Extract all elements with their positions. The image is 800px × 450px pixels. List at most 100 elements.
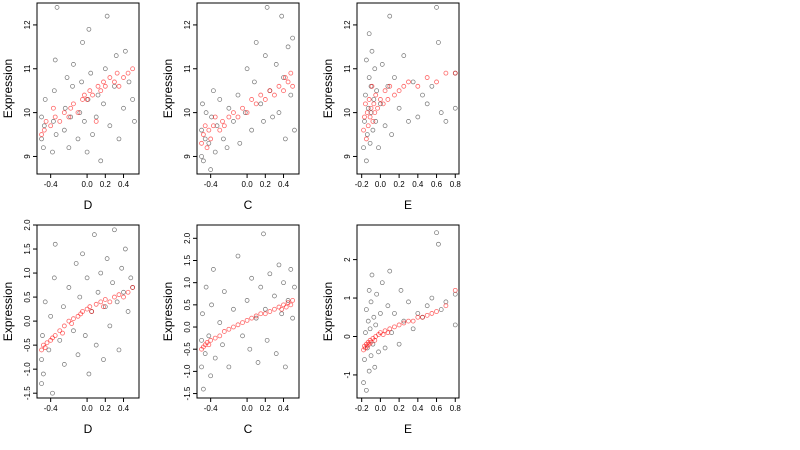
- observed-point: [249, 127, 254, 133]
- fitted-point: [262, 311, 268, 317]
- observed-point: [206, 333, 212, 339]
- observed-point: [114, 299, 120, 305]
- observed-point: [112, 83, 117, 89]
- observed-point: [276, 262, 282, 268]
- y-tick-label: 1: [343, 295, 352, 300]
- x-tick-label: 0.8: [450, 180, 462, 189]
- observed-point: [75, 352, 81, 358]
- x-tick-label: 0.0: [375, 180, 387, 189]
- observed-point: [202, 136, 208, 142]
- observed-point: [220, 342, 225, 348]
- observed-point: [53, 132, 59, 137]
- observed-point: [415, 114, 421, 120]
- observed-point: [415, 311, 421, 316]
- observed-point: [368, 353, 374, 359]
- fitted-point: [288, 70, 294, 76]
- fitted-point: [290, 83, 296, 89]
- observed-point: [209, 302, 214, 308]
- fitted-point: [101, 304, 106, 310]
- observed-point: [398, 288, 404, 293]
- fitted-point: [385, 97, 391, 102]
- fitted-point: [208, 136, 214, 142]
- fitted-point: [272, 92, 277, 98]
- observed-point: [41, 371, 46, 377]
- fitted-point: [290, 298, 296, 303]
- fitted-point: [61, 110, 67, 116]
- fitted-point: [452, 70, 458, 76]
- fitted-point: [204, 145, 210, 151]
- observed-point: [54, 5, 60, 10]
- observed-point: [107, 323, 113, 329]
- observed-point: [392, 311, 397, 316]
- fitted-point: [253, 101, 259, 107]
- observed-point: [50, 390, 55, 396]
- observed-point: [104, 256, 110, 261]
- observed-point: [264, 337, 270, 343]
- fitted-point: [41, 127, 47, 133]
- observed-point: [267, 271, 273, 277]
- observed-point: [102, 304, 108, 310]
- fitted-point: [363, 136, 369, 142]
- observed-point: [374, 291, 380, 297]
- fitted-point: [240, 320, 245, 325]
- observed-point: [42, 299, 48, 305]
- fitted-point: [217, 127, 223, 133]
- x-tick-label: -0.4: [204, 404, 218, 413]
- fitted-point: [130, 285, 136, 290]
- points-layer: [361, 230, 458, 393]
- fitted-point: [69, 321, 75, 326]
- fitted-point: [206, 127, 212, 133]
- fitted-point: [235, 114, 241, 120]
- observed-point: [262, 53, 268, 58]
- fitted-point: [362, 114, 367, 120]
- fitted-point: [253, 313, 259, 319]
- observed-point: [364, 57, 369, 63]
- fitted-point: [200, 132, 206, 137]
- fitted-point: [231, 110, 236, 116]
- observed-point: [376, 349, 381, 355]
- observed-point: [288, 267, 294, 272]
- observed-point: [374, 88, 380, 94]
- observed-point: [206, 140, 212, 146]
- plot-frame: [36, 224, 140, 399]
- x-tick-label: 0.2: [100, 404, 112, 413]
- observed-point: [62, 105, 68, 111]
- fitted-point: [406, 79, 411, 85]
- observed-point: [208, 167, 214, 172]
- observed-point: [247, 346, 253, 352]
- fitted-point: [369, 83, 375, 89]
- fitted-point: [240, 105, 245, 111]
- y-tick-label: 10: [23, 108, 32, 117]
- observed-point: [86, 26, 92, 32]
- fitted-point: [50, 105, 56, 111]
- observed-point: [121, 105, 126, 111]
- observed-point: [66, 145, 72, 151]
- y-tick-label: 0.5: [23, 291, 32, 303]
- fitted-point: [392, 92, 397, 98]
- observed-point: [285, 44, 291, 50]
- fitted-point: [93, 118, 99, 124]
- observed-point: [367, 326, 373, 332]
- observed-point: [362, 119, 367, 124]
- fitted-point: [382, 88, 388, 94]
- observed-point: [202, 351, 208, 356]
- observed-point: [125, 309, 131, 314]
- observed-point: [199, 127, 204, 133]
- observed-point: [255, 360, 261, 365]
- fitted-point: [380, 101, 386, 107]
- fitted-point: [375, 105, 380, 111]
- observed-point: [199, 337, 204, 343]
- fitted-point: [429, 311, 435, 316]
- fitted-point: [84, 306, 90, 312]
- observed-point: [364, 387, 369, 393]
- x-tick-label: 0.4: [118, 180, 130, 189]
- x-tick-label: 0.8: [450, 404, 462, 413]
- observed-point: [261, 231, 266, 237]
- observed-point: [242, 110, 248, 115]
- fitted-point: [410, 318, 416, 324]
- y-tick-label: 11: [343, 64, 352, 73]
- x-tick-label: -0.4: [204, 180, 218, 189]
- observed-point: [226, 364, 232, 370]
- fitted-point: [112, 79, 117, 85]
- fitted-point: [361, 127, 366, 133]
